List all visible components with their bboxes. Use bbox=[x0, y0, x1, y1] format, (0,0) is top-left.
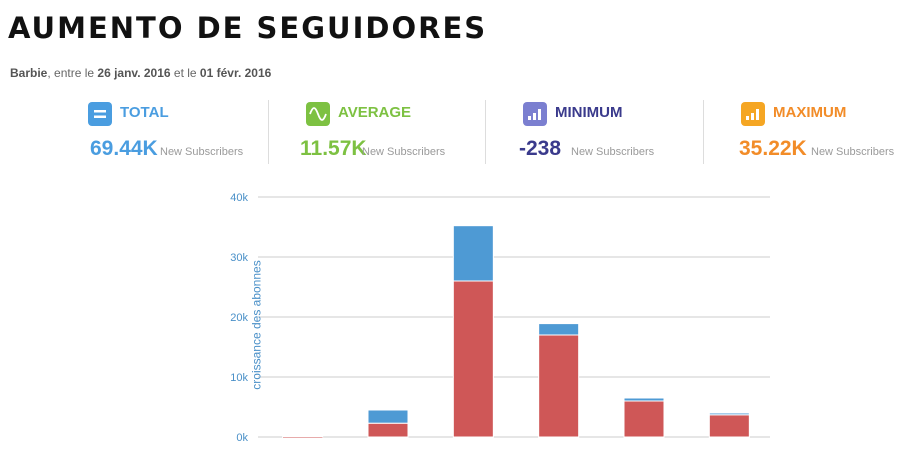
stat-minimum: MINIMUM -238 New Subscribers bbox=[519, 96, 693, 164]
stat-average-label: AVERAGE bbox=[338, 104, 412, 121]
bar-segment-series-0-col-3[interactable] bbox=[538, 334, 580, 438]
stat-minimum-value: -238 bbox=[519, 137, 562, 160]
stat-divider bbox=[703, 100, 704, 164]
bars-icon bbox=[741, 102, 765, 126]
stat-total-value: 69.44K bbox=[90, 137, 158, 160]
y-tick-label: 30k bbox=[230, 252, 248, 264]
stat-total-label: TOTAL bbox=[120, 104, 169, 121]
stat-average-unit: New Subscribers bbox=[362, 146, 446, 158]
stat-maximum-unit: New Subscribers bbox=[811, 146, 895, 158]
stat-maximum-label: MAXIMUM bbox=[773, 104, 847, 121]
subtitle-between-text: , entre le bbox=[47, 66, 98, 80]
page-title: AUMENTO DE SEGUIDORES bbox=[8, 11, 488, 45]
bar-segment-series-1-col-5[interactable] bbox=[708, 412, 750, 416]
bar-segment-series-1-col-3[interactable] bbox=[538, 323, 580, 336]
y-axis-title: croissance des abonnes bbox=[249, 260, 264, 390]
y-tick-label: 0k bbox=[236, 432, 248, 444]
stat-average-value: 11.57K bbox=[300, 137, 367, 160]
bar-segment-series-0-col-2[interactable] bbox=[452, 280, 494, 438]
date-range-subtitle: Barbie, entre le 26 janv. 2016 et le 01 … bbox=[10, 66, 271, 80]
y-tick-label: 20k bbox=[230, 312, 248, 324]
account-name: Barbie bbox=[10, 66, 48, 80]
equals-icon bbox=[88, 102, 112, 126]
stat-minimum-unit: New Subscribers bbox=[571, 146, 655, 158]
stat-maximum: MAXIMUM 35.22K New Subscribers bbox=[739, 96, 911, 164]
stat-total-unit: New Subscribers bbox=[160, 146, 244, 158]
bar-segment-series-1-col-1[interactable] bbox=[367, 409, 409, 424]
y-tick-label: 40k bbox=[230, 192, 248, 204]
y-tick-label: 10k bbox=[230, 372, 248, 384]
bar-segment-series-1-col-4[interactable] bbox=[623, 397, 665, 402]
stat-divider bbox=[485, 100, 486, 164]
bar-segment-series-0-col-5[interactable] bbox=[708, 414, 750, 438]
stat-minimum-label: MINIMUM bbox=[555, 104, 623, 121]
bar-segment-series-1-col-2[interactable] bbox=[452, 225, 494, 282]
stat-total: TOTAL 69.44K New Subscribers bbox=[88, 96, 258, 164]
start-date: 26 janv. 2016 bbox=[97, 66, 171, 80]
end-date: 01 févr. 2016 bbox=[199, 66, 272, 80]
stats-summary: TOTAL 69.44K New Subscribers AVERAGE 11.… bbox=[0, 96, 911, 166]
chart-canvas: 0k 10k 20k 30k 40k bbox=[230, 192, 770, 444]
stat-maximum-value: 35.22K bbox=[739, 137, 807, 160]
bar-segment-series-0-col-1[interactable] bbox=[367, 422, 409, 438]
bars-icon bbox=[523, 102, 547, 126]
subscriber-growth-chart: croissance des abonnes 0k 10k 20k 30k 40k bbox=[200, 180, 780, 469]
subtitle-and-text: et le bbox=[170, 66, 200, 80]
stat-average: AVERAGE 11.57K New Subscribers bbox=[300, 96, 476, 164]
bar-segment-series-0-col-4[interactable] bbox=[623, 400, 665, 438]
bar-segment-series-0-col-0[interactable] bbox=[282, 436, 324, 439]
wave-icon bbox=[306, 102, 330, 126]
stat-divider bbox=[268, 100, 269, 164]
